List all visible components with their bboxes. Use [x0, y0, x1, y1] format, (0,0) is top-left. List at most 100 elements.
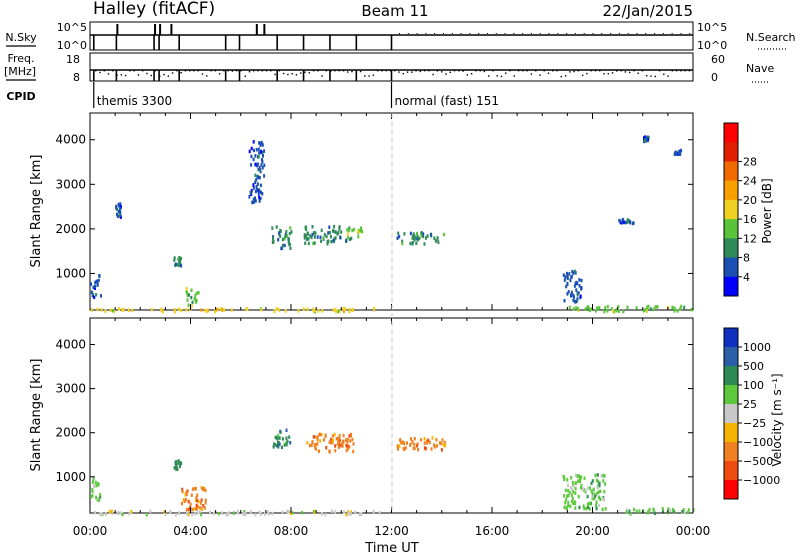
nave-dot — [300, 72, 302, 74]
echo-cell — [563, 494, 565, 498]
echo-cell — [598, 483, 601, 488]
echo-cell — [259, 168, 262, 172]
echo-cell — [680, 304, 683, 309]
echo-cell — [443, 232, 446, 237]
nave-dot — [99, 71, 101, 74]
echo-cell — [230, 308, 233, 312]
echo-cell — [150, 307, 153, 312]
echo-cell — [100, 511, 103, 516]
nsearch-dot — [425, 33, 427, 34]
echo-cell — [186, 511, 188, 516]
colorbar-tick-label: 25 — [743, 398, 757, 411]
echo-cell — [314, 510, 317, 514]
echo-cell — [424, 236, 427, 240]
echo-cell — [319, 439, 322, 443]
echo-cell — [335, 309, 338, 314]
y-tick-label: 3000 — [55, 177, 86, 191]
echo-cell — [196, 498, 199, 503]
echo-cell — [570, 294, 573, 298]
nave-dot — [517, 70, 520, 72]
echo-cell — [372, 509, 375, 514]
echo-cell — [652, 507, 655, 511]
nave-dot — [193, 70, 195, 72]
echo-cell — [260, 158, 263, 162]
freq-tick-top: 18 — [66, 53, 80, 66]
nave-dot — [347, 71, 349, 73]
echo-cell — [281, 445, 283, 450]
nave-dot — [304, 71, 306, 73]
echo-cell — [604, 507, 607, 511]
echo-cell — [420, 233, 423, 238]
nave-label: Nave — [746, 62, 774, 75]
echo-cell — [261, 192, 264, 196]
echo-cell — [586, 502, 589, 507]
echo-cell — [422, 234, 425, 239]
echo-cell — [288, 435, 291, 439]
echo-cell — [254, 189, 257, 194]
echo-cell — [576, 306, 579, 311]
nsearch-dot — [443, 33, 445, 34]
nave-dot — [282, 72, 285, 75]
echo-cell — [204, 308, 207, 313]
echo-cell — [195, 496, 198, 500]
echo-cell — [339, 236, 342, 240]
echo-cell — [249, 509, 252, 514]
nave-dot — [428, 70, 430, 72]
echo-cell — [573, 284, 576, 288]
echo-cell — [440, 448, 443, 452]
nave-dot — [462, 70, 464, 72]
echo-cell — [316, 438, 319, 442]
nave-dot — [133, 70, 135, 72]
echo-cell — [327, 231, 330, 235]
echo-cell — [261, 151, 264, 155]
echo-cell — [426, 234, 429, 238]
nave-dot — [496, 75, 498, 77]
echo-cell — [254, 162, 257, 167]
echo-cell — [438, 441, 441, 445]
nave-tick-bottom: 0 — [711, 71, 718, 84]
echo-cell — [226, 512, 229, 517]
echo-cell — [195, 291, 198, 296]
nave-dot — [526, 70, 528, 72]
nave-dot — [646, 74, 648, 77]
echo-cell — [313, 241, 316, 245]
echo-cell — [567, 488, 570, 493]
nsearch-dot — [504, 33, 506, 34]
nave-dot — [176, 70, 178, 72]
echo-cell — [337, 436, 340, 441]
echo-cell — [331, 434, 334, 438]
echo-cell — [575, 288, 578, 292]
nave-dot — [206, 75, 208, 77]
colorbar-tick-label: 28 — [743, 155, 757, 168]
echo-cell — [221, 308, 224, 312]
echo-cell — [661, 507, 664, 511]
echo-cell — [104, 309, 107, 314]
colorbar-tick-label: 100 — [743, 379, 764, 392]
nave-dot — [167, 75, 170, 77]
echo-cell — [277, 238, 280, 242]
echo-cell — [338, 225, 341, 229]
echo-cell — [175, 262, 177, 267]
nave-dot — [278, 70, 281, 72]
echo-cell — [580, 486, 583, 490]
echo-cell — [108, 509, 111, 514]
echo-cell — [373, 306, 376, 311]
echo-cell — [188, 293, 190, 297]
nave-dot — [675, 70, 678, 72]
echo-cell — [409, 437, 412, 441]
nave-dot — [120, 74, 123, 76]
echo-cell — [423, 441, 426, 445]
echo-cell — [255, 178, 258, 182]
colorbar-frame — [723, 122, 739, 297]
echo-cell — [566, 274, 569, 278]
colorbar-swatch — [724, 385, 738, 405]
echo-cell — [591, 479, 594, 483]
echo-cell — [566, 505, 569, 509]
echo-cell — [200, 512, 203, 517]
echo-cell — [334, 307, 337, 312]
echo-cell — [198, 510, 201, 515]
echo-cell — [671, 508, 674, 512]
echo-cell — [185, 508, 188, 512]
echo-cell — [316, 442, 319, 446]
